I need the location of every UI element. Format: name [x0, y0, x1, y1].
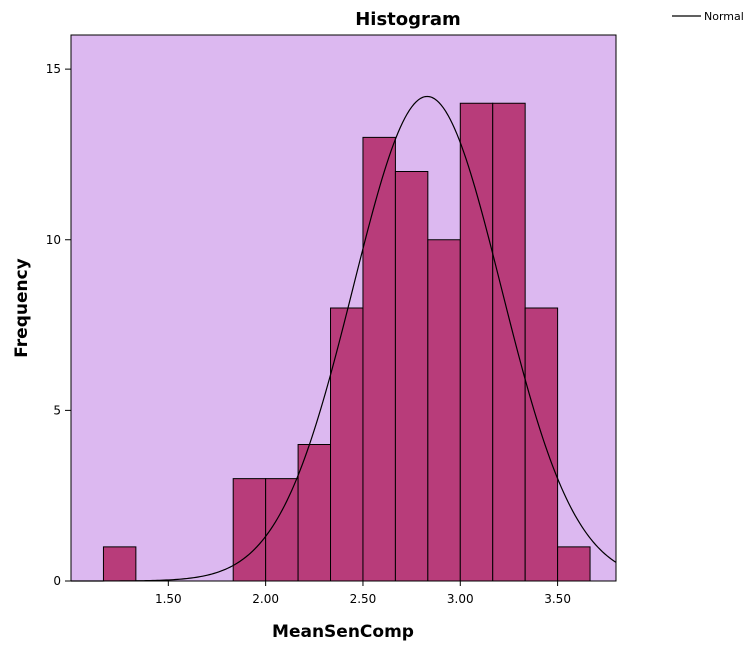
histogram-bar	[492, 102, 526, 582]
x-tick-label: 2.00	[252, 592, 279, 606]
histogram-bar	[557, 546, 591, 582]
bars-group	[102, 102, 591, 582]
chart-title: Histogram	[355, 9, 461, 30]
histogram-bar	[362, 136, 396, 582]
histogram-bar	[459, 102, 494, 582]
histogram-bar	[427, 239, 461, 582]
x-tick-label: 3.50	[544, 592, 571, 606]
x-tick-label: 1.50	[155, 592, 182, 606]
x-axis-title: MeanSenComp	[272, 622, 414, 642]
y-tick-label: 15	[46, 62, 61, 76]
y-tick-label: 10	[46, 233, 61, 247]
histogram-bar	[102, 546, 137, 582]
histogram-bar	[297, 444, 332, 582]
x-tick-label: 2.50	[350, 592, 377, 606]
axes-group: 1.50 2.00 2.50 3.00 3.50 0 5 10 15	[46, 35, 616, 606]
histogram-bar	[330, 307, 364, 582]
y-axis-title: Frequency	[12, 258, 32, 358]
histogram-bar	[232, 478, 267, 582]
legend-label-normal: Normal	[704, 10, 744, 23]
x-tick-label: 3.00	[447, 592, 474, 606]
normal-curve	[70, 95, 617, 582]
histogram-bar	[524, 307, 559, 582]
legend: Normal	[672, 10, 744, 23]
histogram-bar	[394, 171, 429, 582]
y-tick-label: 0	[53, 574, 61, 588]
y-tick-label: 5	[53, 403, 61, 417]
